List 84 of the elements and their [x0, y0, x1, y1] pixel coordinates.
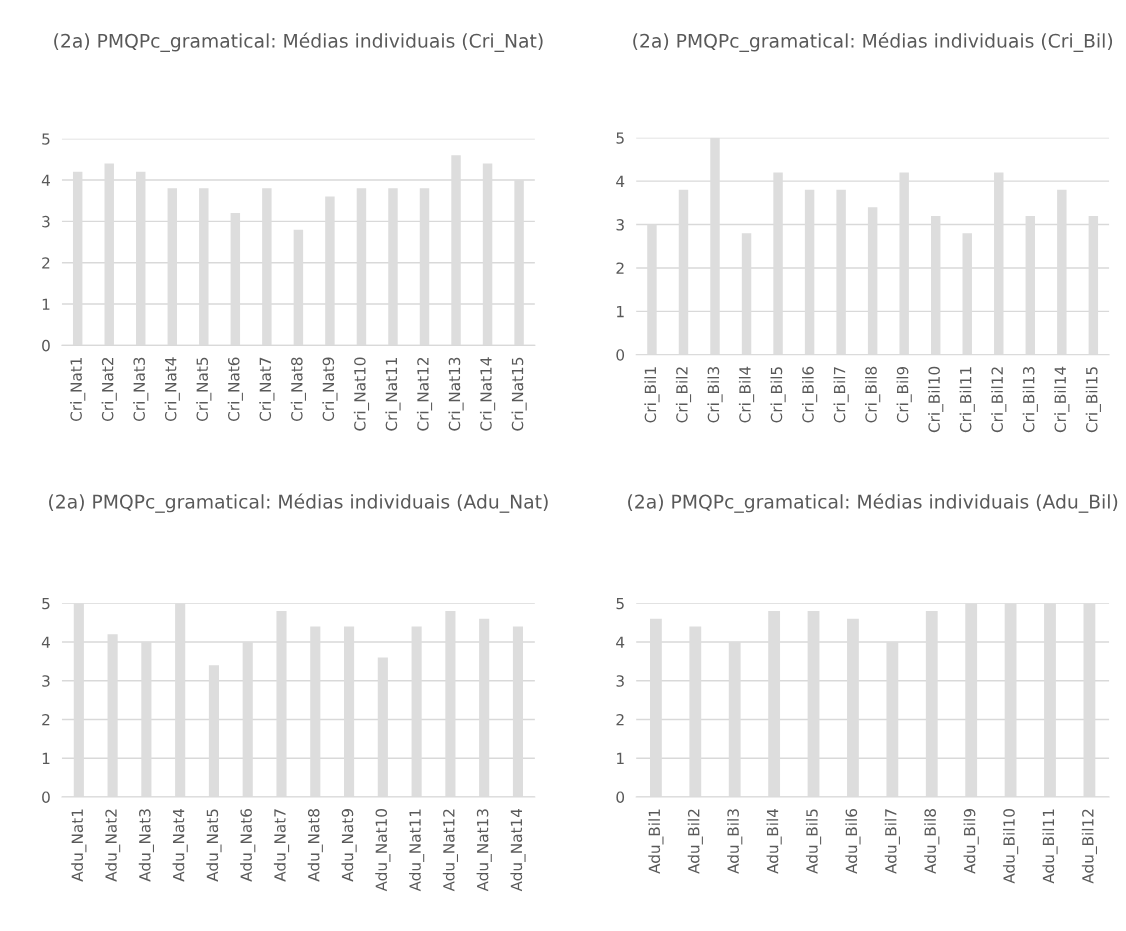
y-tick-label: 4 [41, 636, 50, 648]
x-tick-label: Adu_Bil12 [1081, 809, 1098, 884]
x-tick-label: Cri_Bil3 [707, 367, 723, 423]
x-tick-label: Adu_Bil6 [845, 809, 861, 874]
y-tick-label: 4 [616, 175, 625, 187]
y-tick-label: 0 [616, 349, 625, 361]
chart-title: (2a) PMQPc_gramatical: Médias individuais (Cri_Bil) [633, 32, 1113, 52]
y-tick-label: 3 [616, 675, 624, 687]
y-tick-label: 4 [616, 636, 625, 648]
x-tick-label: Cri_Bil8 [865, 366, 881, 423]
x-tick-label: Cri_Nat4 [164, 357, 180, 421]
y-tick-label: 1 [42, 752, 50, 765]
y-tick-label: 5 [616, 132, 624, 144]
x-tick-label: Cri_Bil6 [801, 366, 818, 423]
x-tick-label: Cri_Nat2 [101, 358, 117, 421]
x-tick-label: Cri_Nat15 [511, 357, 527, 431]
x-tick-label: Adu_Bil11 [1042, 809, 1058, 884]
x-tick-label: Adu_Nat14 [510, 808, 526, 892]
y-tick-label: 4 [41, 174, 50, 186]
x-tick-label: Cri_Nat10 [353, 357, 370, 431]
x-tick-label: Cri_Nat1 [70, 357, 86, 421]
x-tick-label: Cri_Bil4 [738, 366, 755, 423]
y-tick-label: 3 [616, 219, 624, 231]
x-tick-label: Cri_Bil1 [644, 367, 660, 423]
x-tick-label: Cri_Nat5 [196, 357, 212, 421]
x-tick-label: Cri_Bil12 [991, 367, 1007, 433]
y-tick-label: 5 [42, 597, 50, 610]
x-tick-label: Cri_Nat3 [133, 357, 149, 421]
y-tick-label: 5 [616, 597, 624, 610]
x-tick-label: Adu_Nat12 [442, 809, 459, 892]
x-tick-label: Cri_Nat7 [259, 357, 275, 421]
x-tick-label: Cri_Nat12 [416, 358, 433, 431]
x-tick-label: Adu_Nat7 [273, 809, 290, 882]
y-tick-label: 1 [42, 298, 50, 310]
x-tick-label: Adu_Bil9 [963, 809, 979, 874]
x-tick-label: Adu_Nat6 [240, 809, 256, 882]
x-tick-label: Adu_Nat13 [476, 809, 492, 892]
x-tick-label: Cri_Nat11 [385, 357, 401, 431]
y-tick-label: 5 [42, 133, 50, 145]
x-tick-label: Adu_Nat2 [104, 809, 121, 882]
x-tick-label: Cri_Bil13 [1022, 367, 1038, 433]
y-tick-label: 0 [42, 791, 50, 803]
y-tick-label: 0 [42, 339, 50, 352]
x-tick-label: Adu_Nat9 [341, 809, 357, 882]
x-tick-label: Adu_Bil1 [648, 809, 664, 874]
x-tick-label: Adu_Bil8 [924, 809, 940, 874]
x-tick-label: Cri_Bil15 [1085, 367, 1101, 433]
x-tick-label: Adu_Nat1 [71, 809, 87, 882]
x-tick-label: Cri_Bil11 [959, 367, 975, 433]
x-tick-label: Cri_Bil2 [675, 367, 692, 423]
x-tick-label: Adu_Bil3 [727, 809, 743, 874]
x-tick-label: Cri_Nat14 [479, 357, 496, 431]
x-tick-label: Cri_Nat6 [227, 357, 243, 421]
x-tick-label: Adu_Bil5 [805, 809, 822, 874]
x-tick-label: Cri_Bil10 [928, 366, 944, 433]
y-tick-label: 3 [42, 675, 50, 687]
x-tick-label: Cri_Nat13 [448, 357, 464, 431]
y-tick-label: 2 [616, 713, 624, 726]
x-tick-label: Cri_Bil5 [770, 367, 786, 423]
y-tick-label: 0 [616, 791, 625, 803]
y-tick-label: 2 [42, 713, 50, 726]
x-tick-label: Adu_Nat10 [375, 809, 391, 892]
x-tick-label: Cri_Nat8 [290, 357, 306, 421]
x-tick-label: Adu_Nat8 [307, 809, 323, 882]
x-tick-label: Adu_Bil7 [884, 809, 900, 874]
chart-title: (2a) PMQPc_gramatical: Médias individuais (Cri_Nat) [54, 32, 543, 52]
x-tick-label: Cri_Bil14 [1054, 366, 1070, 433]
x-tick-label: Adu_Bil2 [687, 809, 703, 874]
x-tick-label: Cri_Bil7 [833, 367, 849, 423]
y-tick-label: 1 [617, 752, 624, 765]
x-tick-label: Cri_Bil9 [896, 366, 912, 423]
x-tick-label: Adu_Nat11 [409, 809, 425, 892]
x-tick-label: Adu_Nat5 [206, 809, 222, 882]
x-tick-label: Adu_Bil10 [1002, 809, 1019, 884]
x-tick-label: Adu_Nat3 [138, 809, 154, 882]
y-tick-label: 2 [616, 262, 624, 274]
x-tick-label: Adu_Nat4 [172, 808, 188, 882]
y-tick-label: 1 [617, 305, 624, 318]
y-tick-label: 2 [42, 257, 50, 269]
chart-title: (2a) PMQPc_gramatical: Médias individuais (Adu_Nat) [49, 493, 548, 513]
x-tick-label: Adu_Bil4 [766, 808, 782, 874]
y-tick-label: 3 [42, 215, 50, 228]
chart-title: (2a) PMQPc_gramatical: Médias individuais (Adu_Bil) [628, 493, 1118, 513]
x-tick-label: Cri_Nat9 [322, 357, 338, 421]
